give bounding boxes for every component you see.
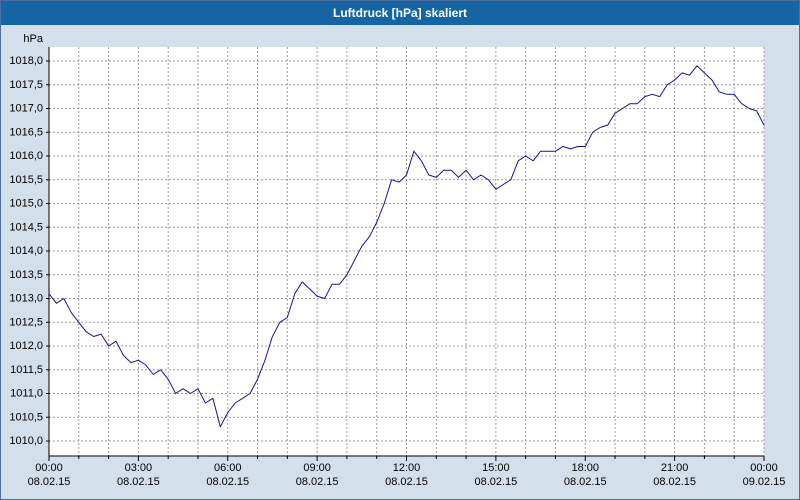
x-tick-time-label: 15:00 <box>482 462 510 474</box>
y-tick-label: 1011,5 <box>10 364 43 376</box>
y-tick-label: 1017,5 <box>9 79 43 91</box>
x-tick-date-label: 08.02.15 <box>385 476 428 488</box>
y-tick-label: 1012,0 <box>9 340 43 352</box>
y-tick-label: 1010,5 <box>9 411 43 423</box>
y-tick-label: 1013,0 <box>9 293 43 305</box>
x-tick-time-label: 06:00 <box>214 462 242 474</box>
x-tick-time-label: 00:00 <box>750 462 778 474</box>
title-bar: Luftdruck [hPa] skaliert <box>1 1 799 25</box>
y-tick-label: 1018,0 <box>9 55 43 67</box>
x-tick-date-label: 08.02.15 <box>653 476 696 488</box>
window-title: Luftdruck [hPa] skaliert <box>332 6 468 20</box>
y-tick-label: 1013,5 <box>9 269 43 281</box>
x-tick-time-label: 21:00 <box>661 462 689 474</box>
x-tick-time-label: 00:00 <box>35 462 63 474</box>
x-tick-time-label: 03:00 <box>125 462 153 474</box>
x-tick-date-label: 09.02.15 <box>743 476 786 488</box>
y-tick-label: 1015,0 <box>9 198 43 210</box>
y-tick-label: 1010,0 <box>9 435 43 447</box>
y-tick-label: 1015,5 <box>9 174 43 186</box>
x-tick-date-label: 08.02.15 <box>206 476 249 488</box>
y-tick-label: 1012,5 <box>9 316 43 328</box>
chart-area: hPa 1018,0 1017,5 1017,0 1016,5 1016,0 1015,5… <box>1 25 799 499</box>
y-tick-label: 1016,5 <box>9 126 43 138</box>
y-tick-label: 1014,5 <box>9 221 43 233</box>
x-tick-time-label: 18:00 <box>571 462 599 474</box>
pressure-chart: 1018,0 1017,5 1017,0 1016,5 1016,0 1015,5 1015… <box>9 47 786 488</box>
x-tick-date-label: 08.02.15 <box>296 476 339 488</box>
y-tick-label: 1014,0 <box>9 245 43 257</box>
y-tick-label: 1016,0 <box>9 150 43 162</box>
y-tick-label: 1017,0 <box>9 103 43 115</box>
x-tick-date-label: 08.02.15 <box>564 476 607 488</box>
x-tick-time-label: 12:00 <box>393 462 421 474</box>
x-tick-time-label: 09:00 <box>303 462 331 474</box>
y-axis-unit-label: hPa <box>23 33 43 45</box>
x-tick-date-label: 08.02.15 <box>474 476 517 488</box>
x-tick-date-label: 08.02.15 <box>28 476 71 488</box>
y-tick-label: 1011,0 <box>10 388 43 400</box>
x-tick-date-label: 08.02.15 <box>117 476 160 488</box>
pressure-line <box>48 65 765 428</box>
